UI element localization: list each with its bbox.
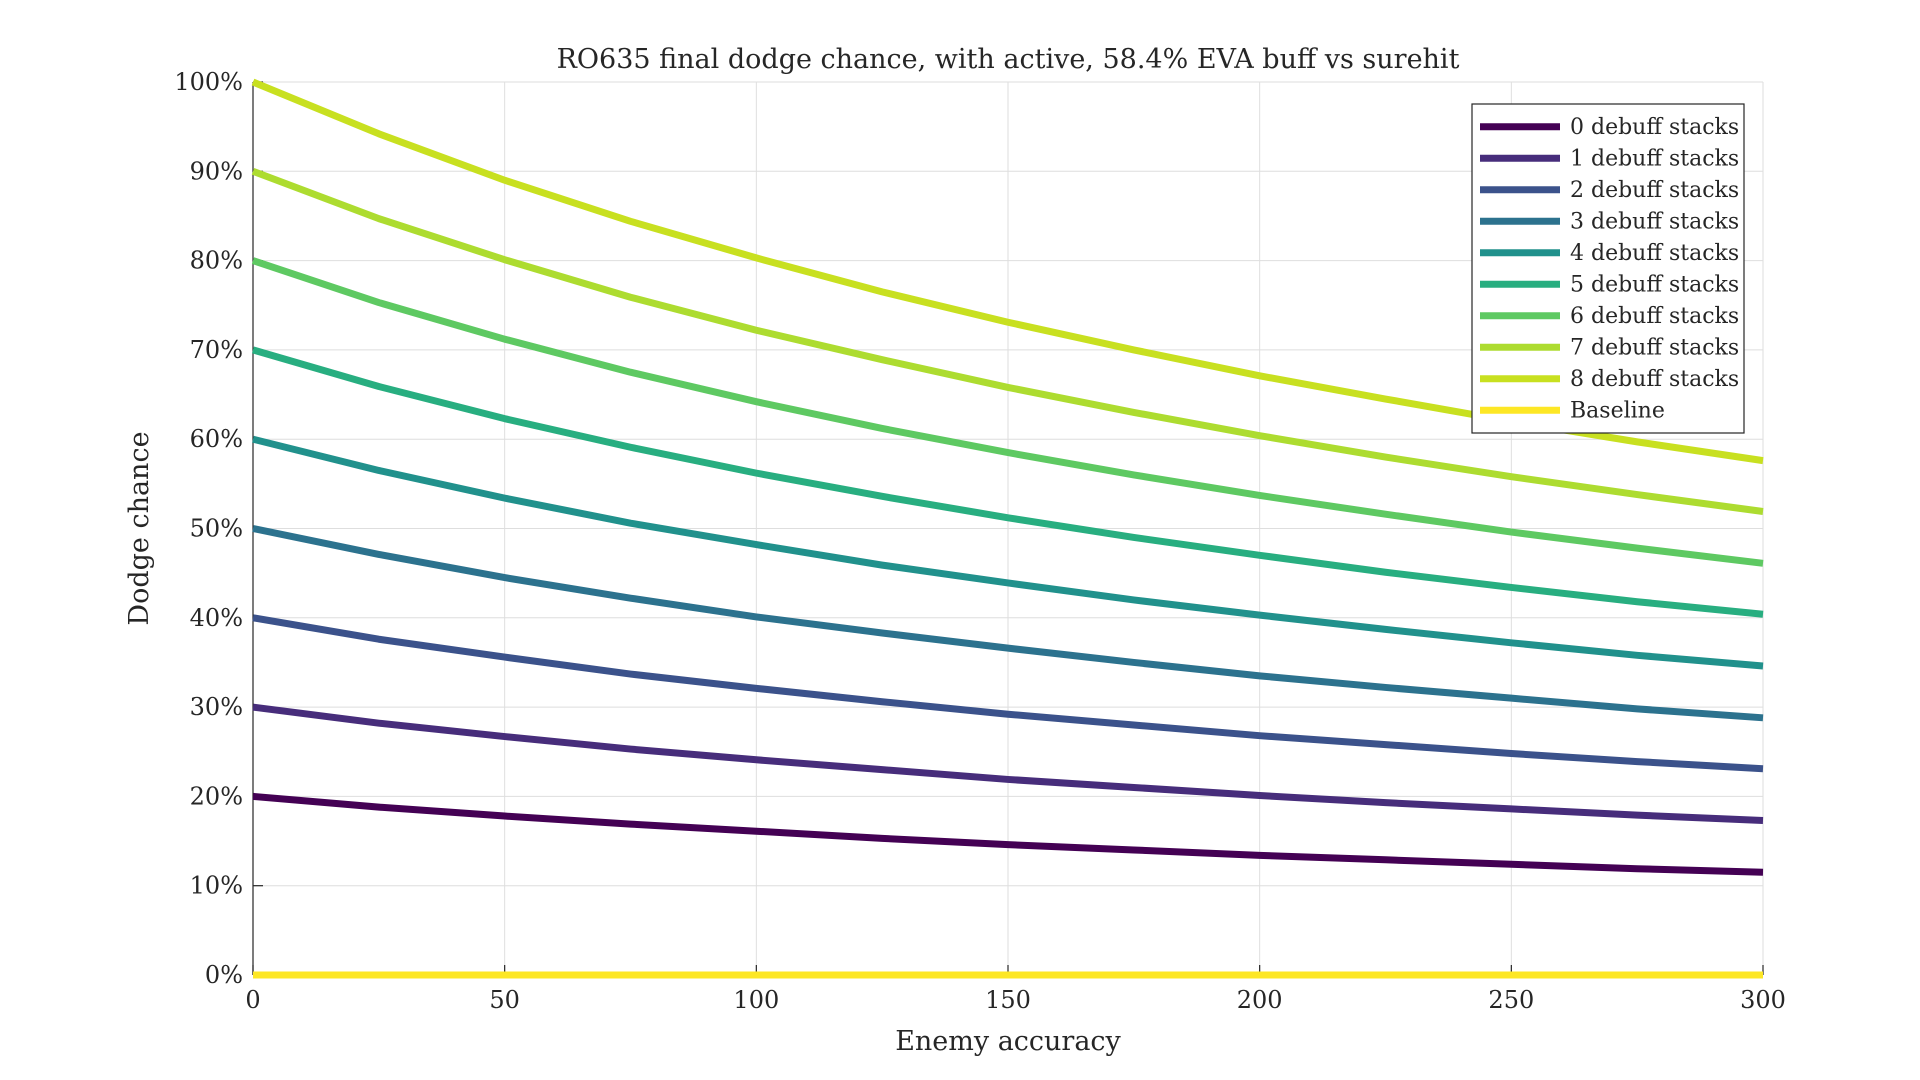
series-line-3: [252, 525, 1764, 722]
y-tick-label: 70%: [190, 336, 243, 364]
y-tick-label: 50%: [190, 515, 243, 543]
y-tick-label: 40%: [190, 604, 243, 632]
y-tick-label: 60%: [190, 425, 243, 453]
series-line-2: [252, 614, 1764, 773]
series-line-5: [252, 346, 1764, 618]
x-axis-label: Enemy accuracy: [895, 1026, 1121, 1057]
legend-label-4: 4 debuff stacks: [1570, 241, 1739, 266]
legend-label-0: 0 debuff stacks: [1570, 115, 1739, 140]
x-tick-label: 200: [1237, 986, 1283, 1014]
legend-label-9: Baseline: [1570, 398, 1665, 423]
y-tick-label: 10%: [190, 872, 243, 900]
y-axis-label: Dodge chance: [124, 431, 155, 625]
y-tick-label: 0%: [205, 961, 243, 989]
series-line-7: [251, 168, 1764, 515]
series-line-4: [252, 435, 1764, 670]
chart-title: RO635 final dodge chance, with active, 5…: [557, 44, 1460, 75]
x-tick-label: 250: [1488, 986, 1534, 1014]
legend-label-1: 1 debuff stacks: [1570, 146, 1739, 171]
x-tick-label: 300: [1740, 986, 1786, 1014]
legend: 0 debuff stacks 1 debuff stacks 2 debuff s…: [1471, 103, 1745, 434]
y-tick-label: 100%: [174, 68, 243, 96]
series-line-6: [251, 257, 1764, 567]
y-tick-label: 30%: [190, 693, 243, 721]
legend-label-7: 7 debuff stacks: [1570, 335, 1739, 360]
x-tick-label: 50: [489, 986, 520, 1014]
legend-label-5: 5 debuff stacks: [1570, 272, 1739, 297]
legend-label-6: 6 debuff stacks: [1570, 304, 1739, 329]
legend-label-3: 3 debuff stacks: [1570, 209, 1739, 234]
series-line-0: [252, 792, 1764, 876]
legend-label-2: 2 debuff stacks: [1570, 178, 1739, 203]
y-tick-label: 90%: [190, 157, 243, 185]
x-tick-label: 0: [245, 986, 260, 1014]
x-tick-label: 100: [733, 986, 779, 1014]
legend-label-8: 8 debuff stacks: [1570, 367, 1739, 392]
y-tick-label: 20%: [190, 782, 243, 810]
axes: 0 50 100 150 200 250 300 0% 10% 20% 30% 40% 50% 60% 70…: [174, 68, 1786, 1014]
series-lines: [251, 78, 1764, 979]
y-tick-label: 80%: [190, 247, 243, 275]
series-line-1: [252, 703, 1764, 825]
x-tick-label: 150: [985, 986, 1031, 1014]
